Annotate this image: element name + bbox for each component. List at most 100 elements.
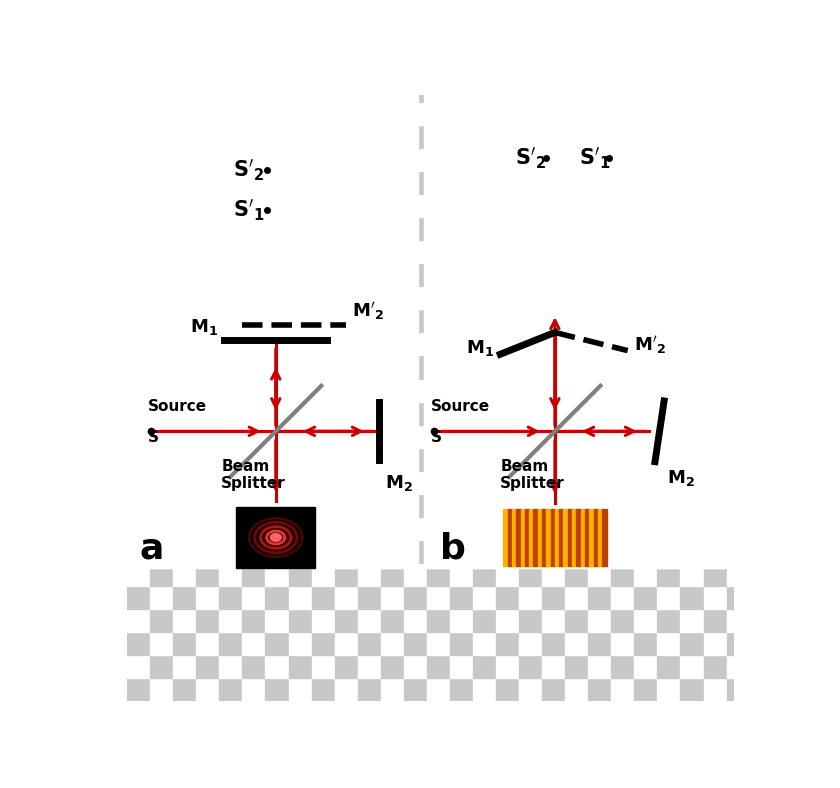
Bar — [588, 425, 612, 448]
Bar — [197, 402, 219, 425]
Bar — [312, 217, 334, 240]
Text: Beam: Beam — [501, 459, 549, 474]
Bar — [634, 102, 658, 125]
Bar — [450, 286, 473, 310]
Bar — [358, 586, 381, 609]
Bar — [358, 171, 381, 194]
Bar — [588, 79, 612, 102]
Bar — [404, 402, 427, 425]
Bar — [334, 678, 358, 701]
Bar — [427, 402, 450, 425]
Bar — [496, 102, 519, 125]
Bar — [219, 378, 243, 402]
Bar — [680, 171, 704, 194]
Bar — [588, 470, 612, 494]
Bar — [150, 286, 173, 310]
Bar — [243, 402, 265, 425]
Bar — [312, 448, 334, 470]
Bar — [612, 402, 634, 425]
Bar — [334, 494, 358, 517]
Bar — [358, 425, 381, 448]
Bar — [680, 217, 704, 240]
Bar — [542, 655, 565, 678]
Bar — [496, 355, 519, 378]
Bar — [542, 148, 565, 171]
Bar — [565, 609, 588, 632]
Bar — [381, 378, 404, 402]
Bar — [704, 79, 727, 102]
Bar — [634, 355, 658, 378]
Bar — [288, 448, 312, 470]
Bar — [265, 563, 288, 586]
Bar — [427, 632, 450, 655]
Bar — [288, 678, 312, 701]
Bar — [519, 194, 542, 217]
Bar — [312, 517, 334, 540]
Bar — [588, 125, 612, 148]
Bar — [450, 217, 473, 240]
Bar — [127, 540, 150, 563]
Bar — [219, 102, 243, 125]
Bar — [704, 125, 727, 148]
Bar — [588, 563, 612, 586]
Bar — [312, 125, 334, 148]
Bar — [634, 240, 658, 263]
Bar — [542, 678, 565, 701]
Bar — [127, 171, 150, 194]
Bar — [519, 470, 542, 494]
Bar — [243, 217, 265, 240]
Bar — [358, 56, 381, 79]
Bar — [243, 171, 265, 194]
Bar — [219, 79, 243, 102]
Bar — [404, 517, 427, 540]
Bar — [358, 563, 381, 586]
Bar — [704, 240, 727, 263]
Bar — [288, 79, 312, 102]
Bar — [727, 194, 749, 217]
Bar — [704, 402, 727, 425]
Bar — [450, 56, 473, 79]
Bar — [634, 494, 658, 517]
Bar — [727, 540, 749, 563]
Bar — [127, 95, 415, 568]
Bar — [127, 333, 150, 355]
Bar — [288, 125, 312, 148]
Bar — [173, 448, 197, 470]
Bar — [243, 102, 265, 125]
Bar — [288, 425, 312, 448]
Bar — [197, 632, 219, 655]
Bar — [450, 355, 473, 378]
Bar — [496, 263, 519, 286]
Bar — [334, 355, 358, 378]
Bar — [312, 286, 334, 310]
Bar — [612, 655, 634, 678]
Bar — [265, 402, 288, 425]
Bar — [243, 563, 265, 586]
Bar — [381, 402, 404, 425]
Bar — [727, 655, 749, 678]
Bar — [334, 655, 358, 678]
Bar — [334, 448, 358, 470]
Text: S: S — [431, 430, 442, 445]
Bar — [127, 217, 150, 240]
Bar — [749, 310, 773, 333]
Bar — [565, 355, 588, 378]
Bar — [612, 125, 634, 148]
Bar — [680, 310, 704, 333]
Bar — [312, 79, 334, 102]
Bar — [496, 494, 519, 517]
Bar — [519, 402, 542, 425]
Bar — [496, 378, 519, 402]
Bar — [288, 310, 312, 333]
Bar — [197, 540, 219, 563]
Bar — [727, 217, 749, 240]
Bar — [334, 125, 358, 148]
Bar — [473, 586, 496, 609]
Bar — [381, 217, 404, 240]
Bar — [288, 470, 312, 494]
Bar — [127, 240, 150, 263]
Bar — [334, 402, 358, 425]
Bar — [427, 609, 450, 632]
Bar — [473, 125, 496, 148]
Bar — [219, 217, 243, 240]
